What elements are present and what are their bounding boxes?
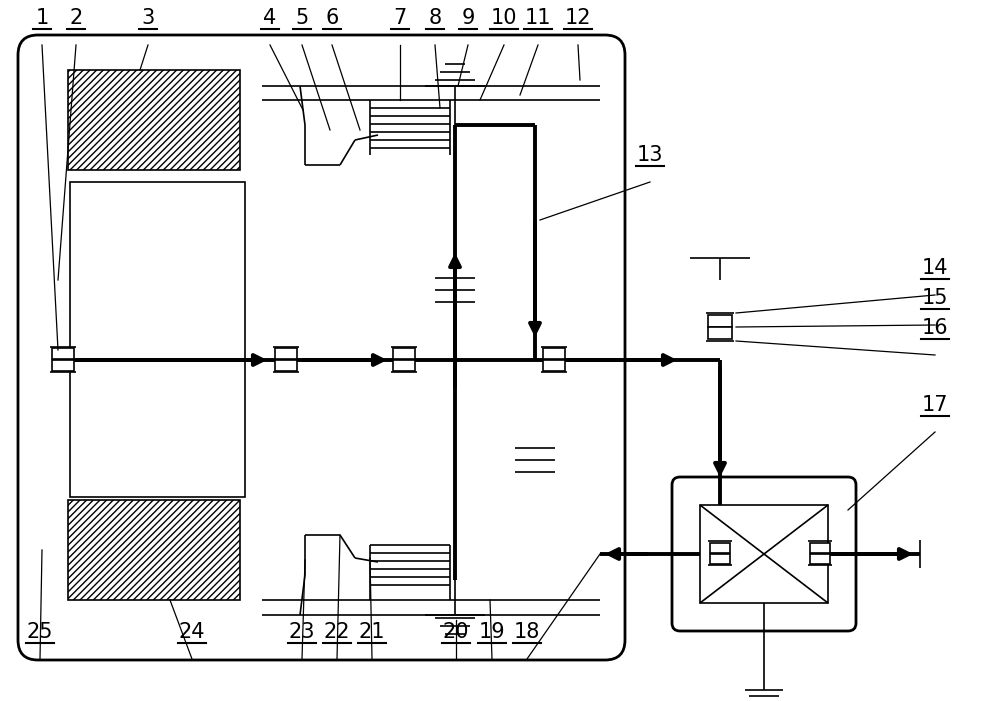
Text: 18: 18 [514,622,540,642]
Bar [708,315,732,327]
Text: 9: 9 [461,8,475,28]
Bar [810,554,830,564]
Text: 15: 15 [922,288,948,308]
Text: 22: 22 [324,622,350,642]
Text: 10: 10 [491,8,517,28]
Text: 17: 17 [922,395,948,415]
Bar [68,500,240,600]
Text: 8: 8 [428,8,442,28]
Text: 7: 7 [393,8,407,28]
Text: 11: 11 [525,8,551,28]
Text: 1: 1 [35,8,49,28]
Bar [710,543,730,553]
Bar [700,505,828,603]
FancyBboxPatch shape [672,477,856,631]
Text: 4: 4 [263,8,277,28]
Bar [543,360,565,371]
Bar [810,543,830,553]
FancyBboxPatch shape [18,35,625,660]
Bar [68,70,240,170]
Bar [52,360,74,371]
Text: 13: 13 [637,145,663,165]
Text: 23: 23 [289,622,315,642]
Bar [275,360,297,371]
Text: 16: 16 [922,318,948,338]
Bar [52,348,74,359]
Text: 6: 6 [325,8,339,28]
Text: 3: 3 [141,8,155,28]
Bar [393,348,415,359]
Bar [393,360,415,371]
Text: 24: 24 [179,622,205,642]
Text: 20: 20 [443,622,469,642]
Text: 2: 2 [69,8,83,28]
Text: 14: 14 [922,258,948,278]
Text: 5: 5 [295,8,309,28]
Bar [710,554,730,564]
Text: 12: 12 [565,8,591,28]
Text: 21: 21 [359,622,385,642]
Text: 19: 19 [479,622,505,642]
Bar [275,348,297,359]
Bar [708,327,732,339]
Bar [543,348,565,359]
Bar [70,182,245,497]
Text: 25: 25 [27,622,53,642]
